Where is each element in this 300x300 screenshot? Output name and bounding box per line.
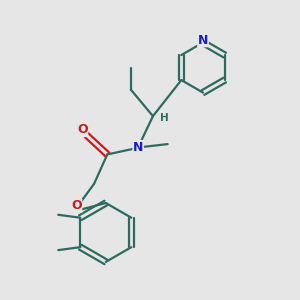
Text: O: O — [71, 200, 82, 212]
Text: O: O — [77, 124, 88, 136]
Text: N: N — [133, 141, 143, 154]
Text: N: N — [198, 34, 208, 47]
Text: H: H — [160, 112, 169, 123]
